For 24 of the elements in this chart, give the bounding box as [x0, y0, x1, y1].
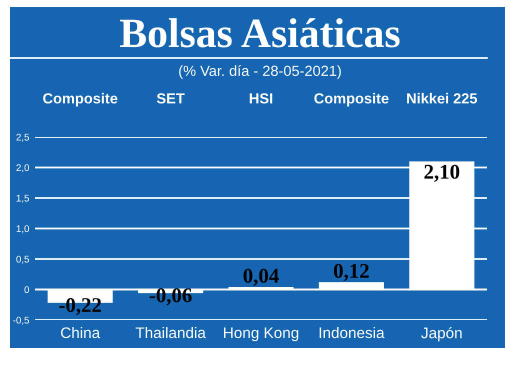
- x-tick-label: Japón: [421, 326, 462, 342]
- data-label: 2,10: [424, 164, 460, 182]
- x-tick-label: Hong Kong: [224, 328, 298, 342]
- data-label: -0,06: [150, 288, 192, 306]
- y-tick-label: 0: [24, 286, 30, 294]
- text: HSI: [250, 93, 272, 104]
- y-tick-label: 1,0: [16, 225, 30, 234]
- text: Composite: [314, 92, 389, 106]
- x-tick-label: China: [61, 326, 100, 338]
- chart-subtitle: (% Var. día - 28-05-2021): [179, 65, 341, 79]
- text: Composite: [43, 92, 118, 106]
- data-label: 0,04: [244, 268, 279, 286]
- x-tick-label: Indonesia: [320, 326, 385, 338]
- y-tick-label: -0,5: [13, 316, 30, 325]
- y-tick-label: 2,5: [16, 134, 30, 142]
- data-label: 0,12: [334, 264, 369, 281]
- x-tick-label: Thailandia: [136, 326, 206, 338]
- chart-title: Bolsas Asiáticas: [120, 18, 400, 48]
- y-tick-label: 2,0: [16, 164, 30, 172]
- data-label: -0,22: [59, 298, 102, 316]
- text: SET: [156, 93, 185, 104]
- y-tick-label: 0,5: [16, 256, 30, 264]
- y-tick-label: 1,5: [16, 194, 30, 203]
- text: Nikkei 225: [407, 92, 478, 104]
